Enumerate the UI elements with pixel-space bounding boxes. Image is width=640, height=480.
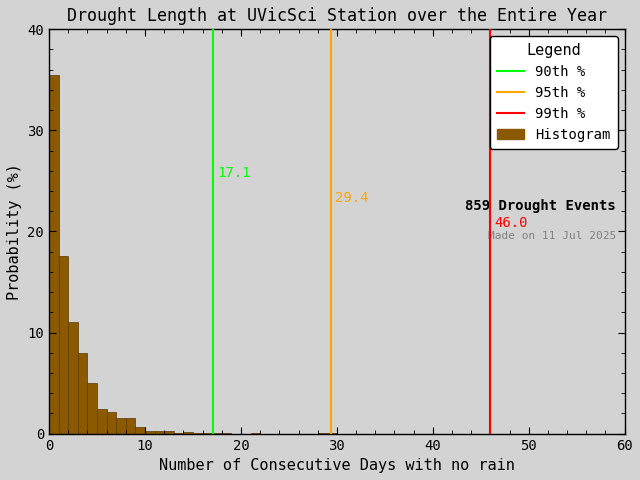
- Bar: [97, 409, 107, 433]
- Bar: [68, 323, 78, 433]
- Text: 29.4: 29.4: [335, 191, 369, 205]
- Bar: [49, 75, 59, 433]
- Bar: [116, 419, 126, 433]
- Bar: [184, 432, 193, 433]
- Bar: [136, 427, 145, 433]
- Bar: [203, 432, 212, 433]
- Bar: [78, 353, 88, 433]
- Bar: [59, 256, 68, 433]
- Bar: [174, 432, 184, 433]
- Bar: [164, 431, 174, 433]
- Text: 46.0: 46.0: [494, 216, 528, 230]
- Bar: [107, 412, 116, 433]
- Text: 17.1: 17.1: [217, 166, 250, 180]
- Bar: [193, 432, 203, 433]
- Y-axis label: Probability (%): Probability (%): [7, 163, 22, 300]
- Bar: [145, 431, 155, 433]
- Bar: [212, 432, 222, 433]
- Legend: 90th %, 95th %, 99th %, Histogram: 90th %, 95th %, 99th %, Histogram: [490, 36, 618, 149]
- Text: Made on 11 Jul 2025: Made on 11 Jul 2025: [488, 231, 616, 241]
- Bar: [155, 431, 164, 433]
- Text: 859 Drought Events: 859 Drought Events: [465, 199, 616, 213]
- Title: Drought Length at UVicSci Station over the Entire Year: Drought Length at UVicSci Station over t…: [67, 7, 607, 25]
- Bar: [88, 383, 97, 433]
- X-axis label: Number of Consecutive Days with no rain: Number of Consecutive Days with no rain: [159, 458, 515, 473]
- Bar: [126, 419, 136, 433]
